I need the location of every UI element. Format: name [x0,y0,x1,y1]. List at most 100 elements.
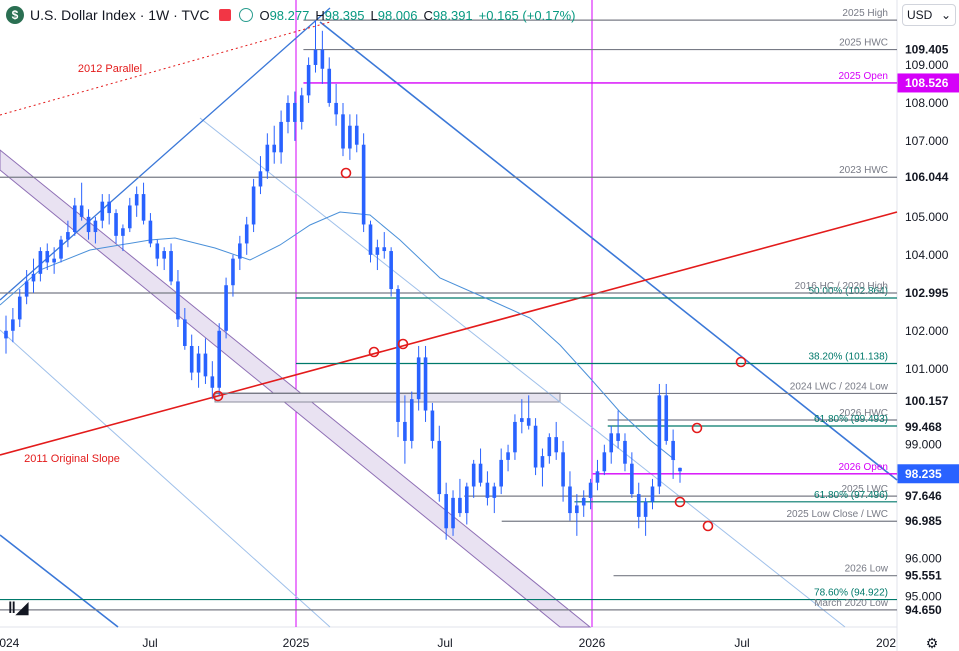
moving-average-line [0,211,676,461]
y-tick-8: 96.000 [905,552,942,566]
candle-body-73 [506,452,510,460]
price-tag-1 [897,73,959,93]
level-label-6: 38.20% (101.138) [808,352,888,363]
candle-body-57 [396,289,400,422]
candle-body-3 [24,281,29,297]
price-tag-8 [897,511,959,531]
level-label-11: 2025 LWC [841,484,888,495]
price-tag-text-2: 106.044 [905,170,949,184]
candle-body-31 [217,330,222,388]
level-label-10: 2026 Open [839,462,889,473]
price-tag-text-9: 95.551 [905,569,942,583]
y-tick-6: 101.000 [905,362,949,376]
pivot-marker-0 [340,167,352,179]
y-tick-9: 95.000 [905,590,942,604]
level-label-9: 61.80% (99.493) [814,414,888,425]
candle-body-20 [141,194,146,221]
price-axis-area [897,0,959,651]
low-value: 98.006 [377,7,418,23]
candle-body-77 [533,425,538,468]
candle-body-49 [341,114,345,149]
candle-body-51 [354,125,359,145]
lower-trendline [0,534,119,628]
candle-body-61 [423,357,428,411]
price-tag-2 [897,167,959,187]
candle-body-69 [478,463,483,483]
currency-label: USD [907,8,933,22]
candle-body-84 [581,497,586,506]
price-tag-9 [897,566,959,586]
y-tick-0: 109.000 [905,58,949,72]
candle-body-21 [148,220,153,244]
candle-body-7 [52,258,56,263]
level-label-0: 2025 High [842,8,888,19]
candle-body-83 [575,505,579,514]
close-value: 98.391 [432,7,473,23]
candle-body-0 [4,330,8,339]
symbol-title[interactable]: U.S. Dollar Index · 1W · TVC [30,7,210,23]
candle-body-72 [499,459,503,487]
candle-body-66 [458,497,462,514]
price-tag-4 [897,391,959,411]
level-label-15: 78.60% (94.922) [814,588,888,599]
candle-body-90 [623,440,627,464]
y-tick-4: 104.000 [905,248,949,262]
candle-body-1 [11,319,15,331]
candle-body-62 [430,410,435,441]
candle-body-70 [485,482,490,498]
candle-body-19 [134,194,139,206]
tradingview-logo-icon[interactable]: ‖◢ [8,600,29,617]
candle-body-52 [361,144,366,225]
flag-icon[interactable] [219,9,232,21]
candle-body-48 [334,102,338,115]
x-tick-4: 2026 [579,636,606,650]
candle-body-71 [492,486,497,498]
candle-body-92 [636,494,641,517]
pivot-marker-1 [368,346,380,358]
dollar-index-logo-icon: $ [6,6,24,24]
candle-body-6 [45,251,50,263]
candle-body-60 [416,357,421,400]
level-label-7: 2024 LWC / 2024 Low [790,381,889,392]
candle-body-59 [409,399,414,441]
price-tag-text-0: 109.405 [905,43,949,57]
price-tag-text-8: 96.985 [905,514,942,528]
price-tag-7 [897,486,959,506]
candle-body-28 [196,353,201,373]
candle-body-23 [162,251,166,259]
candle-body-94 [650,486,655,502]
original-slope-2011-line [0,211,898,456]
gear-icon[interactable]: ⚙ [925,635,939,651]
candle-body-12 [86,216,91,233]
candle-body-27 [189,345,194,373]
level-label-3: 2023 HWC [839,165,888,176]
change-value: +0.165 (+0.17%) [478,7,576,23]
candle-body-93 [643,501,648,517]
level-label-12: 61.80% (97.496) [814,490,888,501]
candle-body-45 [313,49,318,65]
ohlc-readout: O98.277 H98.395 L98.006 C98.391 +0.165 (… [259,8,575,23]
candle-body-81 [561,452,565,487]
currency-select[interactable]: USD ⌄ [902,4,956,26]
candle-body-8 [59,239,63,259]
candle-body-24 [169,251,173,282]
annotation-slope-2011: 2011 Original Slope [24,453,120,465]
candle-body-9 [66,232,70,240]
candle-body-44 [306,64,311,96]
candle-body-41 [286,102,290,122]
price-tag-10 [897,600,959,620]
price-tag-text-1: 108.526 [905,76,949,90]
pivot-marker-5 [674,496,686,508]
candle-body-36 [251,186,256,225]
candle-body-76 [526,418,531,426]
candle-body-87 [602,452,607,472]
chevron-down-icon: ⌄ [940,8,951,22]
candle-body-17 [121,228,125,236]
candle-body-22 [155,243,160,259]
price-tag-text-4: 100.157 [905,394,949,408]
candle-body-11 [79,205,84,217]
candle-body-79 [547,437,552,457]
y-tick-5: 102.000 [905,324,949,338]
y-tick-1: 108.000 [905,96,949,110]
